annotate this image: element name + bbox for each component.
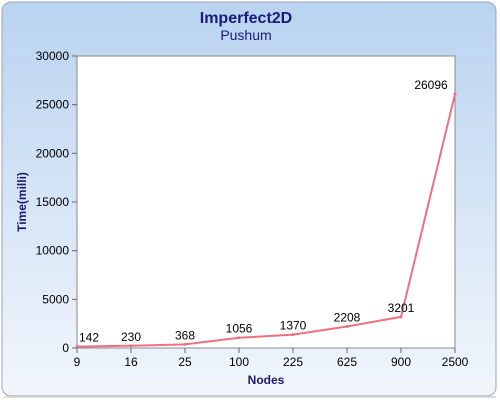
data-point [453,92,457,96]
data-labels-layer: 142 230 368 1056 1370 2208 3201 26096 [79,78,448,345]
chart-subtitle: Pushum [220,27,271,43]
y-axis-ticks: 0 5000 10000 15000 20000 25000 30000 [36,49,77,355]
data-label: 1056 [226,322,253,336]
data-label: 1370 [280,319,307,333]
data-point [345,325,349,329]
data-label: 368 [175,328,195,342]
data-label: 142 [79,331,99,345]
x-tick-label: 625 [337,355,357,369]
data-point [129,344,133,348]
x-tick-label: 25 [178,355,192,369]
data-label: 3201 [388,301,415,315]
y-tick-label: 15000 [36,195,70,209]
y-tick-label: 5000 [42,292,69,306]
series-line [76,93,456,348]
x-tick-label: 900 [391,355,411,369]
data-point [75,345,79,349]
data-label: 2208 [334,311,361,325]
data-point [183,342,187,346]
x-axis-ticks: 9 16 25 100 225 625 900 2500 [74,348,469,369]
data-label: 26096 [414,78,448,92]
data-point [399,315,403,319]
y-tick-label: 20000 [36,146,70,160]
x-tick-label: 2500 [442,355,469,369]
data-point [291,333,295,337]
y-axis-title: Time(milli) [15,172,29,232]
chart-frame-shadow [4,396,496,398]
chart-title: Imperfect2D [200,10,292,27]
y-tick-label: 0 [62,341,69,355]
x-tick-label: 225 [283,355,303,369]
plot-area [76,55,456,349]
x-tick-label: 16 [124,355,138,369]
x-tick-label: 9 [74,355,81,369]
x-axis-title: Nodes [248,373,285,387]
x-tick-label: 100 [229,355,249,369]
data-label: 230 [121,330,141,344]
y-tick-label: 25000 [36,98,70,112]
y-tick-label: 30000 [36,49,70,63]
y-tick-label: 10000 [36,244,70,258]
data-point [237,336,241,340]
series-layer [75,92,457,349]
